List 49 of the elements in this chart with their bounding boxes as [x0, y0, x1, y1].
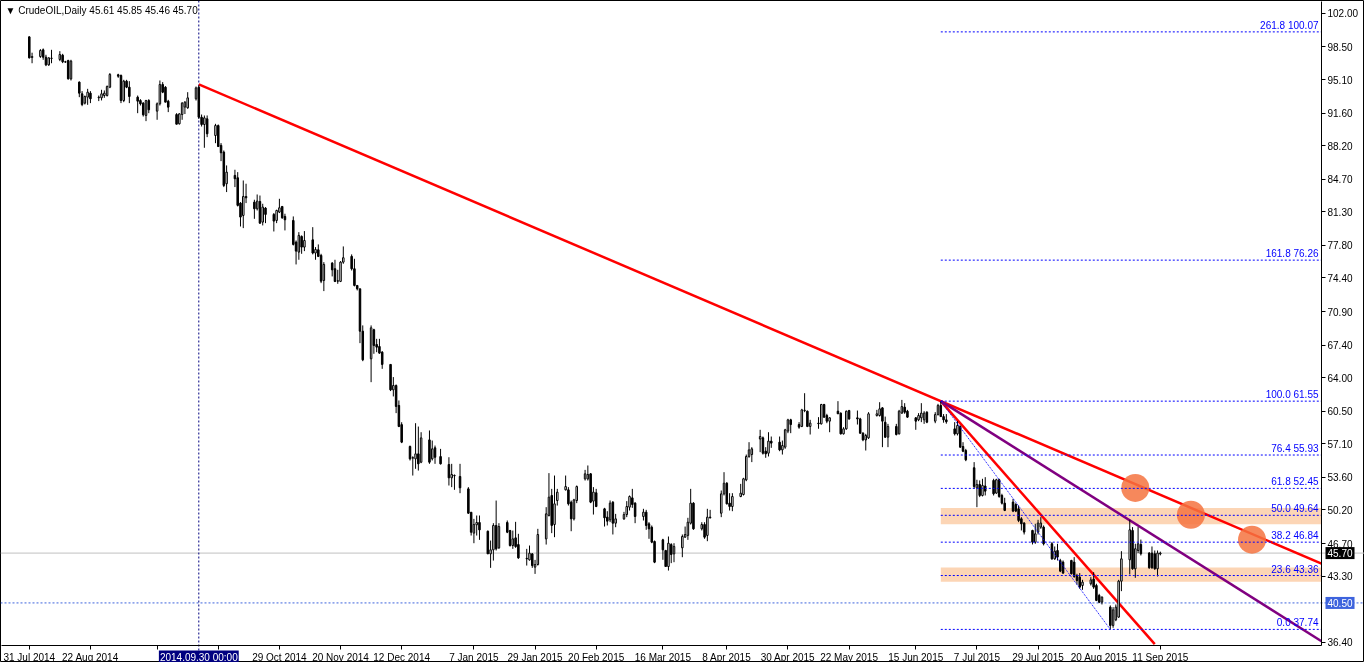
x-tick-label: 30 Apr 2015	[760, 651, 816, 663]
y-tick-label: 81.30	[1327, 206, 1353, 218]
x-tick-label: 22 May 2015	[820, 651, 879, 663]
y-tick-label: 43.30	[1327, 571, 1353, 583]
x-tick-label: 15 Jun 2015	[888, 651, 944, 663]
x-tick-label: 12 Dec 2014	[373, 651, 431, 663]
x-tick-label: 16 Mar 2015	[634, 651, 692, 663]
y-tick-label: 70.90	[1327, 306, 1353, 318]
y-tick-label: 98.50	[1327, 41, 1353, 53]
y-tick-label: 74.40	[1327, 272, 1353, 284]
x-tick-label: 7 Jul 2015	[953, 651, 1001, 663]
x-tick-label: 7 Jan 2015	[449, 651, 500, 663]
x-tick-label: 11 Sep 2015	[1132, 651, 1189, 663]
y-tick-label: 77.80	[1327, 240, 1353, 252]
ref-line-label: 2014.09.30 00:00	[159, 651, 239, 663]
series-label: 76.4 55.93	[1271, 443, 1319, 455]
ref-line-label: 40.50	[1327, 597, 1353, 609]
ref-line-label: 45.70	[1327, 548, 1353, 560]
x-tick-label: 8 Apr 2015	[702, 651, 752, 663]
series-label: 61.8 52.45	[1271, 476, 1319, 488]
x-tick-label: 20 Aug 2015	[1070, 651, 1128, 663]
series-label: 261.8 100.07	[1260, 19, 1319, 31]
y-tick-label: 46.70	[1327, 538, 1353, 550]
x-tick-label: 31 Jul 2014	[3, 651, 56, 663]
y-tick-label: 53.60	[1327, 472, 1353, 484]
y-tick-label: 84.70	[1327, 174, 1353, 186]
series-label: 50.0 49.64	[1271, 503, 1319, 515]
y-tick-label: 95.10	[1327, 74, 1353, 86]
series-label: 161.8 76.26	[1265, 248, 1319, 260]
y-tick-label: 60.50	[1327, 406, 1353, 418]
x-tick-label: 22 Aug 2014	[62, 651, 119, 663]
series-label: 38.2 46.84	[1271, 530, 1319, 542]
y-tick-label: 102.00	[1327, 8, 1359, 20]
y-tick-label: 50.20	[1327, 504, 1353, 516]
y-tick-label: 88.20	[1327, 140, 1353, 152]
y-tick-label: 91.60	[1327, 108, 1353, 120]
y-tick-label: 67.40	[1327, 340, 1353, 352]
series-label: 0.0 37.74	[1276, 617, 1319, 629]
x-tick-label: 29 Jan 2015	[507, 651, 564, 663]
x-tick-label: 29 Oct 2014	[252, 651, 308, 663]
y-tick-label: 64.00	[1327, 372, 1353, 384]
x-tick-label: 20 Feb 2015	[568, 651, 625, 663]
y-tick-label: 36.40	[1327, 637, 1353, 649]
y-tick-label: 57.10	[1327, 438, 1353, 450]
x-tick-label: 29 Jul 2015	[1012, 651, 1065, 663]
series-label: 23.6 43.36	[1271, 563, 1319, 575]
chart-title: ▼ CrudeOIL,Daily 45.61 45.85 45.46 45.70	[5, 4, 199, 16]
x-tick-label: 20 Nov 2014	[312, 651, 370, 663]
series-label: 100.0 61.55	[1265, 389, 1319, 401]
